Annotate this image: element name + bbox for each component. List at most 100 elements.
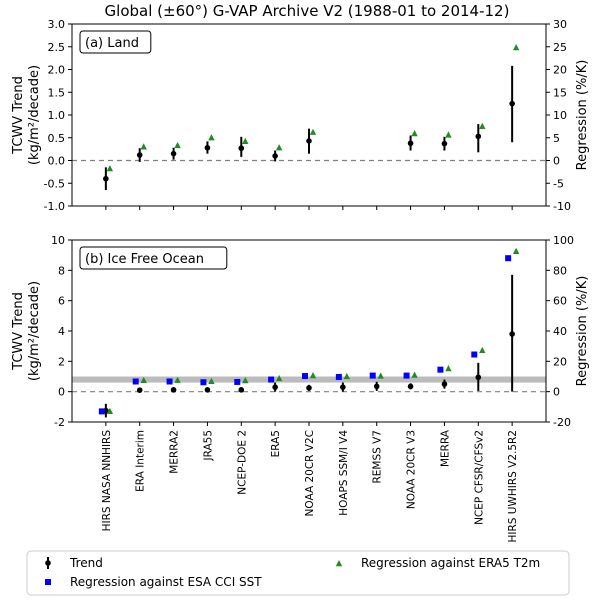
y-tick-label: 0	[58, 386, 65, 399]
sst-regression-point	[369, 372, 376, 379]
legend-t2m-marker	[335, 560, 343, 567]
trend-point	[475, 374, 482, 381]
y2-tick-label: 0	[553, 386, 560, 399]
t2m-regression-point	[445, 365, 452, 372]
panel-label: (a) Land	[85, 36, 139, 51]
sst-regression-point	[505, 255, 512, 262]
legend-box	[26, 550, 570, 596]
legend-trend-label: Trend	[69, 556, 103, 570]
t2m-regression-point	[275, 374, 283, 382]
t2m-regression-point	[208, 377, 215, 384]
trend-point	[170, 387, 177, 393]
x-category-label: ERA Interim	[135, 430, 147, 492]
trend-point	[407, 383, 414, 390]
sst-regression-point	[166, 378, 173, 385]
x-category-label: HIRS UWHIRS V2.5R2	[507, 430, 519, 543]
trend-point	[441, 381, 448, 387]
y2-tick-label: 0	[553, 155, 560, 168]
y2-tick-label: 60	[553, 295, 567, 308]
x-category-label: NOAA 20CR V3	[406, 430, 418, 509]
trend-point	[407, 140, 414, 147]
legend-sst-label: Regression against ESA CCI SST	[70, 575, 262, 589]
t2m-regression-point	[242, 137, 249, 144]
y-tick-label: 2	[58, 355, 65, 368]
y2-tick-label: 20	[553, 355, 567, 368]
trend-point	[238, 145, 245, 152]
y-tick-label: -1.0	[44, 200, 65, 213]
trend-point	[103, 175, 109, 182]
trend-point	[509, 331, 515, 337]
x-category-label: JRA55	[202, 430, 214, 462]
trend-point	[170, 150, 177, 157]
trend-point	[204, 144, 211, 151]
figure-title: Global (±60°) G-VAP Archive V2 (1988-01 …	[105, 2, 510, 20]
legend: Trend Regression against ESA CCI SST Regre…	[26, 550, 570, 596]
sst-regression-point	[234, 378, 241, 385]
y-tick-label: -2	[54, 416, 65, 429]
y2-axis-label: Regression (%/K)	[575, 60, 590, 171]
y-tick-label: 10	[51, 234, 65, 247]
y2-tick-label: 15	[553, 86, 567, 99]
y-tick-label: 1.5	[48, 86, 66, 99]
t2m-regression-point	[242, 376, 249, 384]
x-category-label: MERRA	[439, 429, 451, 467]
x-category-label: ERA5	[270, 430, 282, 457]
panel-label: (b) Ice Free Ocean	[85, 252, 204, 267]
y2-tick-label: -5	[553, 177, 564, 190]
panel-label-box	[79, 30, 152, 54]
sst-regression-point	[471, 351, 478, 358]
trend-point	[272, 384, 278, 390]
sst-regression-point	[200, 379, 207, 386]
x-category-label: HIRS NASA NNHIRS	[101, 430, 113, 532]
trend-point	[441, 140, 448, 147]
y2-tick-label: 10	[553, 109, 567, 122]
panel-a: -1.0 -0.5 0.0 0.5 1.0 1.5 2.0 2.5 3.0 -10 -5 0 5 10 15…	[11, 18, 590, 213]
panels: -1.0 -0.5 0.0 0.5 1.0 1.5 2.0 2.5 3.0 -10 -5 0 5 10 15…	[11, 18, 590, 429]
trend-point	[204, 387, 211, 393]
t2m-regression-point	[479, 122, 486, 129]
t2m-regression-point	[140, 376, 147, 384]
y-axis-unit: (kg/m²/decade)	[27, 65, 42, 165]
t2m-regression-point	[309, 371, 317, 379]
y-tick-label: 0.5	[48, 132, 66, 145]
t2m-regression-point	[208, 134, 215, 141]
y-tick-label: 8	[58, 264, 65, 277]
x-category-label: MERRA2	[169, 430, 181, 474]
trend-point	[373, 383, 380, 390]
x-category-labels: HIRS NASA NNHIRS ERA Interim MERRA2 JRA55 NC…	[101, 429, 519, 542]
trend-point	[306, 385, 312, 391]
plot-frame	[71, 239, 547, 423]
sst-regression-point	[302, 373, 308, 380]
t2m-regression-point	[512, 247, 520, 254]
sst-regression-point	[403, 372, 410, 379]
t2m-regression-point	[174, 376, 181, 383]
y-tick-label: 4	[58, 325, 65, 338]
y-tick-label: 2.0	[48, 64, 66, 77]
y2-tick-label: 5	[553, 132, 560, 145]
y-axis-label: TCWV Trend	[11, 292, 26, 371]
sst-regression-point	[335, 373, 342, 380]
x-category-label: NOAA 20CR V2C	[304, 430, 316, 516]
y2-tick-label: 100	[553, 234, 574, 247]
y2-tick-label: 20	[553, 64, 567, 77]
t2m-regression-point	[479, 346, 486, 354]
y2-tick-label: 40	[553, 325, 567, 338]
plot-frame	[71, 23, 547, 207]
x-category-label: NCEP-DOE 2	[236, 430, 248, 495]
y-axis-unit: (kg/m²/decade)	[27, 281, 42, 381]
x-category-label: REMSS V7	[372, 430, 384, 484]
trend-point	[340, 384, 346, 390]
y2-tick-label: 80	[553, 264, 567, 277]
trend-point	[475, 133, 482, 140]
y-tick-label: 1.0	[48, 109, 66, 122]
x-category-label: HOAPS SSM/I V4	[338, 430, 350, 516]
trend-point	[238, 387, 245, 393]
y2-tick-label: -10	[553, 200, 571, 213]
sst-regression-point	[132, 378, 139, 385]
x-category-label: NCEP CFSR/CFSv2	[473, 430, 485, 525]
sst-regression-point	[437, 366, 444, 373]
t2m-regression-point	[343, 372, 351, 380]
trend-point	[136, 152, 143, 158]
t2m-regression-point	[275, 144, 283, 151]
